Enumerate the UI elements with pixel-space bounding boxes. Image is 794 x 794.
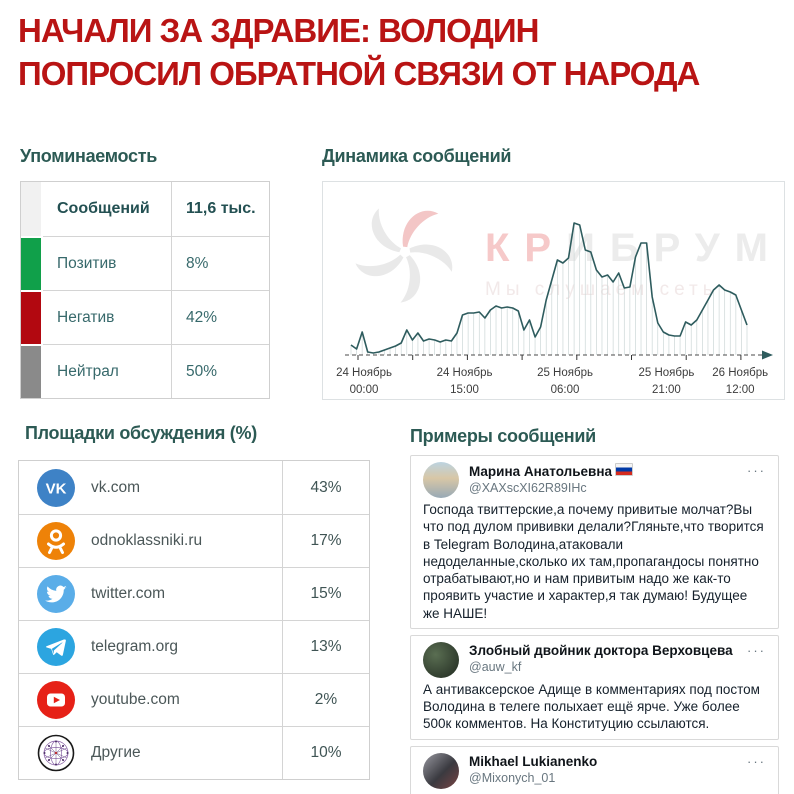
- odnoklassniki-icon: [37, 522, 75, 560]
- table-row: youtube.com 2%: [19, 673, 369, 726]
- platforms-heading: Площадки обсуждения (%): [25, 423, 257, 443]
- x-axis-tick-labels: 24 Ноябрь 00:00 24 Ноябрь 15:00 25 Ноябрь 0…: [323, 365, 784, 399]
- table-row: odnoklassniki.ru 17%: [19, 514, 369, 567]
- tweet-author-handle: @XAXscXI62R89IHc: [469, 480, 587, 495]
- network-globe-icon: [37, 734, 75, 772]
- platform-name: odnoklassniki.ru: [91, 532, 203, 549]
- dynamics-chart-svg: [345, 222, 773, 360]
- x-tick-label: 26 Ноябрь 12:00: [712, 367, 769, 396]
- platform-percent: 10%: [282, 726, 369, 779]
- platform-name: youtube.com: [91, 691, 180, 708]
- tweet-author-name: Злобный двойник доктора Верховцева: [469, 642, 733, 658]
- telegram-icon: [37, 628, 75, 666]
- mentions-value: 11,6 тыс.: [171, 182, 269, 236]
- avatar: [423, 752, 459, 789]
- tweet-card: Злобный двойник доктора Верховцева @auw_…: [410, 634, 779, 740]
- dynamics-chart: КРИБРУМ Мы слушаем сеть 24 Ноябрь 00:00 2…: [322, 181, 785, 400]
- mentions-value: 8%: [171, 236, 269, 290]
- table-row: twitter.com 15%: [19, 567, 369, 620]
- platform-name: telegram.org: [91, 638, 179, 655]
- twitter-icon: [37, 575, 75, 613]
- russia-flag-icon: [614, 463, 633, 476]
- tweet-text: Господа твиттерские,а почему привитые мо…: [423, 502, 764, 621]
- sentiment-swatch-positive: [21, 236, 43, 290]
- examples-heading: Примеры сообщений: [410, 426, 596, 446]
- x-tick-label: 24 Ноябрь 00:00: [336, 367, 392, 396]
- platform-percent: 43%: [282, 461, 369, 514]
- page-title-line-1: НАЧАЛИ ЗА ЗДРАВИЕ: ВОЛОДИН: [18, 12, 539, 49]
- x-tick-label: 25 Ноябрь 21:00: [638, 367, 695, 396]
- mentions-label: Нейтрал: [43, 344, 171, 398]
- mentions-label: Позитив: [43, 236, 171, 290]
- table-row: Другие 10%: [19, 726, 369, 779]
- table-row: telegram.org 13%: [19, 620, 369, 673]
- platform-percent: 15%: [282, 567, 369, 620]
- platform-percent: 2%: [282, 673, 369, 726]
- avatar: [423, 641, 459, 678]
- platform-name: Другие: [91, 744, 141, 761]
- sentiment-swatch-header: [21, 182, 43, 236]
- svg-text:VK: VK: [46, 480, 67, 497]
- platform-name: vk.com: [91, 478, 141, 496]
- platform-percent: 17%: [282, 514, 369, 567]
- dynamics-heading: Динамика сообщений: [322, 146, 512, 166]
- table-row: Сообщений 11,6 тыс.: [21, 182, 269, 236]
- tweet-author-name: Марина Анатольевна: [469, 463, 633, 481]
- tweet-text: А антиваксерское Адище в комментариях по…: [423, 681, 760, 732]
- tweet-card: Марина Анатольевна @XAXscXI62R89IHc ··· …: [410, 455, 779, 629]
- vk-icon: VK: [37, 468, 75, 507]
- tweet-menu-icon[interactable]: ···: [747, 753, 766, 769]
- mentions-label: Негатив: [43, 290, 171, 344]
- tweet-author-handle: @Mixonych_01: [469, 770, 556, 785]
- platform-percent: 13%: [282, 620, 369, 673]
- tweet-menu-icon[interactable]: ···: [747, 642, 766, 658]
- mentions-value: 42%: [171, 290, 269, 344]
- sentiment-swatch-negative: [21, 290, 43, 344]
- table-row: Негатив 42%: [21, 290, 269, 344]
- mentions-label: Сообщений: [57, 200, 150, 217]
- tweet-author-name: Mikhael Lukianenko: [469, 753, 598, 769]
- x-tick-label: 24 Ноябрь 15:00: [436, 367, 493, 396]
- mentions-table: Сообщений 11,6 тыс. Позитив 8% Негатив 4…: [20, 181, 270, 399]
- platform-name: twitter.com: [91, 585, 166, 602]
- tweet-menu-icon[interactable]: ···: [747, 463, 766, 478]
- platforms-table: VK vk.com 43% odnoklassniki.ru 17%: [18, 460, 370, 780]
- page-title-line-2: ПОПРОСИЛ ОБРАТНОЙ СВЯЗИ ОТ НАРОДА: [18, 54, 700, 92]
- table-row: Нейтрал 50%: [21, 344, 269, 398]
- tweet-card: Mikhael Lukianenko @Mixonych_01 ··· Твит…: [410, 745, 779, 794]
- tweet-examples-list: Марина Анатольевна @XAXscXI62R89IHc ··· …: [410, 455, 779, 794]
- table-row: Позитив 8%: [21, 236, 269, 290]
- x-tick-label: 25 Ноябрь 06:00: [537, 367, 593, 396]
- mentions-heading: Упоминаемость: [20, 146, 158, 166]
- page-title: НАЧАЛИ ЗА ЗДРАВИЕ: ВОЛОДИН ПОПРОСИЛ ОБРА…: [18, 10, 790, 96]
- mentions-value: 50%: [171, 344, 269, 398]
- tweet-author-handle: @auw_kf: [469, 659, 522, 674]
- table-row: VK vk.com 43%: [19, 461, 369, 514]
- youtube-icon: [37, 681, 75, 719]
- tweet-text: Твиттер пуст. Все черти в чате у Володин…: [423, 792, 766, 794]
- avatar: [423, 462, 459, 498]
- sentiment-swatch-neutral: [21, 344, 43, 398]
